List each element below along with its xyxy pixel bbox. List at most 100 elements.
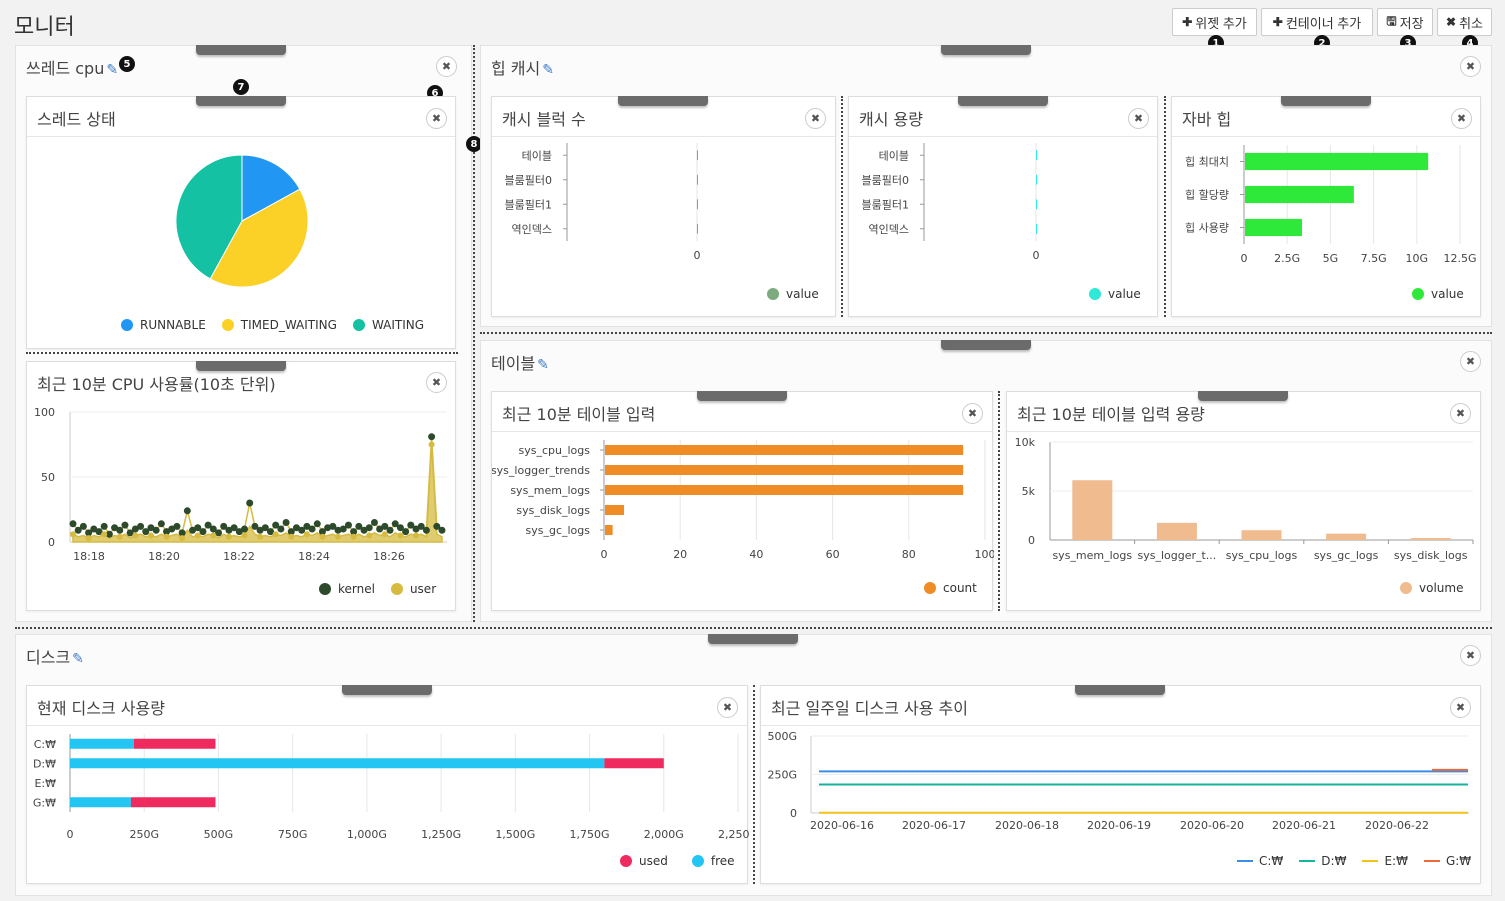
x-tick-label: 2020-06-16	[810, 819, 874, 832]
category-label: E:₩	[34, 777, 56, 790]
bar	[1036, 199, 1037, 210]
widget-close-button[interactable]: ✖	[805, 108, 826, 129]
data-point-kernel	[142, 528, 150, 536]
data-point-kernel	[350, 528, 358, 536]
legend-item[interactable]: value	[767, 287, 819, 301]
legend-item[interactable]: TIMED_WAITING	[221, 318, 337, 332]
bar	[605, 445, 964, 455]
legend-item[interactable]: G:₩	[1423, 854, 1471, 868]
bar	[1245, 185, 1354, 204]
data-point-kernel	[292, 524, 300, 532]
data-point-kernel	[183, 507, 191, 515]
legend-item[interactable]: value	[1412, 287, 1464, 301]
data-point-user	[85, 535, 92, 542]
data-point-kernel	[178, 529, 186, 537]
edit-pencil-icon[interactable]: ✎	[106, 62, 119, 78]
x-tick-label: 10G	[1406, 252, 1429, 265]
legend-item[interactable]: used	[620, 854, 668, 868]
data-point-kernel	[121, 521, 129, 529]
drag-handle[interactable]	[1075, 685, 1165, 695]
category-label: sys_disk_logs	[1394, 549, 1468, 562]
widget-close-button[interactable]: ✖	[426, 108, 447, 129]
drag-handle[interactable]	[618, 96, 708, 106]
y-tick-label: 5k	[1022, 485, 1036, 498]
category-label: C:₩	[34, 738, 56, 751]
disk-week-legend: C:₩ D:₩ E:₩ G:₩	[1237, 854, 1471, 868]
data-point-user	[257, 533, 264, 540]
data-point-kernel	[303, 522, 311, 530]
drag-handle[interactable]	[697, 391, 787, 401]
close-icon: ✖	[1465, 60, 1476, 73]
y-tick-label: 500G	[767, 730, 797, 743]
close-icon: ✖	[1465, 649, 1476, 662]
data-point-kernel	[131, 525, 139, 533]
container-close-button[interactable]: ✖	[1460, 351, 1481, 372]
x-tick-label: 250G	[129, 828, 159, 841]
drag-handle[interactable]	[1281, 96, 1371, 106]
data-point-kernel	[95, 528, 103, 536]
save-button[interactable]: 🖫 저장	[1377, 8, 1433, 36]
drop-zone-divider	[480, 332, 1492, 334]
container-close-button[interactable]: ✖	[436, 56, 457, 77]
add-widget-button[interactable]: ✚ 위젯 추가	[1172, 8, 1257, 36]
edit-pencil-icon[interactable]: ✎	[537, 357, 549, 373]
drag-handle[interactable]	[941, 340, 1031, 350]
legend-item[interactable]: volume	[1400, 581, 1463, 595]
container-close-button[interactable]: ✖	[1460, 56, 1481, 77]
widget-close-button[interactable]: ✖	[426, 372, 447, 393]
table-input-chart: sys_cpu_logs sys_logger_trends sys_mem_log…	[492, 440, 995, 561]
legend-item[interactable]: E:₩	[1362, 854, 1408, 868]
drag-handle[interactable]	[196, 96, 286, 106]
edit-pencil-icon[interactable]: ✎	[542, 62, 554, 78]
add-container-button[interactable]: ✚ 컨테이너 추가	[1261, 8, 1373, 36]
legend-item[interactable]: D:₩	[1299, 854, 1346, 868]
bar	[1036, 150, 1037, 161]
bar	[697, 223, 698, 234]
category-label: 힙 최대치	[1185, 156, 1229, 169]
close-icon: ✖	[1456, 112, 1467, 125]
x-tick-label: 18:18	[73, 550, 105, 563]
data-point-kernel	[381, 522, 389, 530]
legend-item[interactable]: RUNNABLE	[121, 318, 206, 332]
widget-close-button[interactable]: ✖	[1450, 403, 1471, 424]
category-label: sys_cpu_logs	[519, 444, 591, 457]
x-tick-label: 2,250G	[718, 828, 749, 841]
widget-table-input-size: 최근 10분 테이블 입력 용량 ✖ 0 5k 10k sys_mem_logs sys…	[1006, 391, 1481, 611]
drag-handle[interactable]	[196, 45, 286, 55]
x-tick-label: 40	[749, 548, 763, 561]
widget-close-button[interactable]: ✖	[962, 403, 983, 424]
drag-handle[interactable]	[958, 96, 1048, 106]
x-tick-label: 100	[975, 548, 995, 561]
bar-segment	[70, 797, 131, 808]
drag-handle[interactable]	[1198, 391, 1288, 401]
edit-pencil-icon[interactable]: ✎	[72, 651, 84, 667]
legend-item[interactable]: C:₩	[1237, 854, 1283, 868]
legend-item[interactable]: WAITING	[352, 318, 424, 332]
data-point-user	[116, 533, 123, 540]
legend-item[interactable]: count	[924, 581, 977, 595]
container-close-button[interactable]: ✖	[1460, 645, 1481, 666]
data-point-user	[179, 535, 186, 542]
legend-item[interactable]: kernel	[319, 582, 375, 596]
annotation-marker: 8	[466, 136, 482, 152]
cancel-button[interactable]: ✖ 취소	[1437, 8, 1492, 36]
legend-item[interactable]: value	[1089, 287, 1141, 301]
drag-handle[interactable]	[708, 634, 798, 644]
data-point-kernel	[111, 524, 119, 532]
widget-close-button[interactable]: ✖	[1450, 697, 1471, 718]
plus-icon: ✚	[1272, 15, 1283, 29]
bar	[1036, 223, 1037, 234]
legend-item[interactable]: user	[390, 582, 436, 596]
widget-close-button[interactable]: ✖	[1451, 108, 1472, 129]
pie-legend: RUNNABLE TIMED_WAITING WAITING	[121, 318, 424, 332]
bar	[605, 485, 964, 495]
drag-handle[interactable]	[342, 685, 432, 695]
drag-handle[interactable]	[941, 45, 1031, 55]
category-label: 역인덱스	[512, 223, 552, 236]
data-point-kernel	[438, 526, 446, 534]
legend-item[interactable]: free	[691, 854, 735, 868]
widget-close-button[interactable]: ✖	[1128, 108, 1149, 129]
data-point-kernel	[90, 525, 98, 533]
widget-close-button[interactable]: ✖	[717, 697, 738, 718]
drag-handle[interactable]	[196, 361, 286, 371]
